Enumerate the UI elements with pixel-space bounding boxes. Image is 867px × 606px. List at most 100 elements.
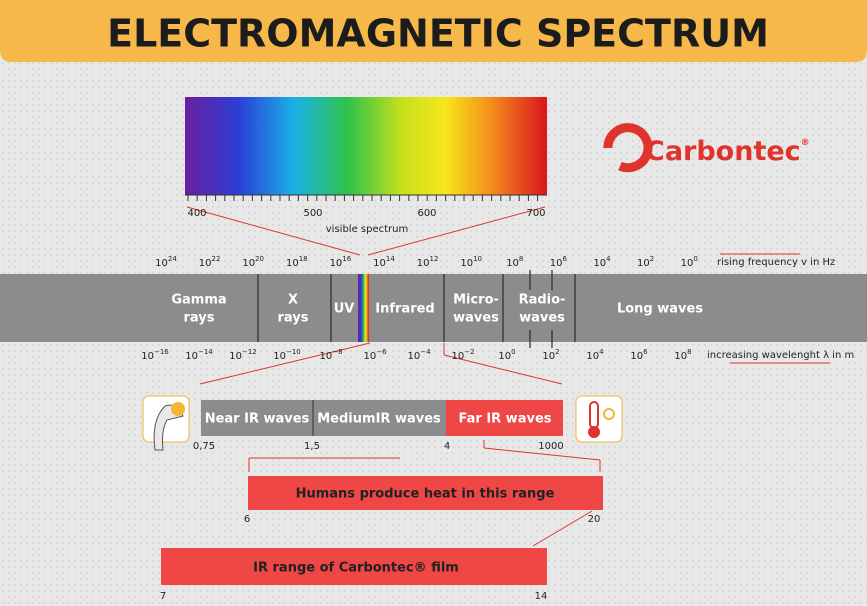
wavelength-label: 10−12 <box>229 348 257 362</box>
medium-ir-bar <box>313 400 446 436</box>
near-ir-bar <box>201 400 313 436</box>
ir-tick: 1,5 <box>304 441 320 452</box>
frequency-label-base: 10 <box>330 258 343 269</box>
frequency-label-base: 10 <box>593 258 606 269</box>
wavelength-label-base: 10 <box>407 351 420 362</box>
wavelength-label-exp: 6 <box>643 348 648 356</box>
wavelength-label-exp: 0 <box>511 348 515 356</box>
frequency-label-exp: 10 <box>473 255 482 263</box>
frequency-label: 1024 <box>155 255 177 269</box>
wavelength-label: 10−10 <box>273 348 301 362</box>
frequency-label-exp: 24 <box>168 255 177 263</box>
band-label: UV <box>334 302 355 317</box>
frequency-label: 102 <box>637 255 654 269</box>
spectrum-caption: visible spectrum <box>326 224 408 235</box>
frequency-label: 104 <box>593 255 611 269</box>
wavelength-label: 10−16 <box>141 348 169 362</box>
thermometer-icon <box>575 395 623 443</box>
wavelength-label-base: 10 <box>185 351 198 362</box>
band-label: waves <box>519 311 565 326</box>
frequency-label-exp: 16 <box>342 255 351 263</box>
frequency-label: 1022 <box>199 255 221 269</box>
frequency-label-exp: 2 <box>650 255 654 263</box>
humans-bar <box>248 476 603 510</box>
frequency-label: 100 <box>681 255 698 269</box>
logo-text: Carbontec® <box>645 136 810 167</box>
wavelength-label-base: 10 <box>451 351 464 362</box>
frequency-caption: rising frequency v in Hz <box>717 257 835 268</box>
band-label: Long waves <box>617 302 703 317</box>
frequency-label: 1018 <box>286 255 308 269</box>
band-label: rays <box>278 311 309 326</box>
wavelength-label-base: 10 <box>674 351 687 362</box>
wavelength-label-exp: −2 <box>464 348 474 356</box>
frequency-label-base: 10 <box>637 258 650 269</box>
wavelength-label-exp: −16 <box>154 348 169 356</box>
frequency-label: 108 <box>506 255 523 269</box>
header-bar <box>0 0 867 62</box>
wavelength-label: 10−4 <box>407 348 431 362</box>
visible-spectrum <box>185 97 547 195</box>
frequency-label-exp: 12 <box>430 255 439 263</box>
frequency-label-exp: 18 <box>299 255 308 263</box>
frequency-label: 1012 <box>417 255 439 269</box>
wavelength-label: 10−14 <box>185 348 213 362</box>
band-label: waves <box>453 311 499 326</box>
wavelength-label-base: 10 <box>229 351 242 362</box>
spectrum-label: 400 <box>187 208 206 219</box>
frequency-label: 1014 <box>373 255 395 269</box>
frequency-label-base: 10 <box>242 258 255 269</box>
logo-icon <box>603 123 653 173</box>
frequency-label: 106 <box>550 255 568 269</box>
wavelength-label-exp: 8 <box>687 348 691 356</box>
film-tick: 14 <box>535 591 548 602</box>
frequency-label-base: 10 <box>681 258 694 269</box>
spectrum-label: 500 <box>303 208 322 219</box>
wavelength-label-exp: −10 <box>286 348 301 356</box>
ir-band-label: MediumIR waves <box>317 412 441 427</box>
ir-tick: 1000 <box>538 441 563 452</box>
frequency-label-exp: 8 <box>519 255 523 263</box>
wavelength-label: 10−6 <box>363 348 387 362</box>
wavelength-label-exp: 4 <box>599 348 604 356</box>
wavelength-label-base: 10 <box>363 351 376 362</box>
wavelength-label: 108 <box>674 348 691 362</box>
frequency-label-exp: 22 <box>212 255 221 263</box>
wavelength-label-base: 10 <box>542 351 555 362</box>
wavelength-label-exp: 2 <box>555 348 559 356</box>
wavelength-label: 10−8 <box>319 348 342 362</box>
frequency-label-exp: 6 <box>563 255 568 263</box>
wavelength-label-exp: −14 <box>198 348 213 356</box>
frequency-label: 1016 <box>330 255 352 269</box>
ir-band-label: Near IR waves <box>205 412 310 427</box>
frequency-label-base: 10 <box>506 258 519 269</box>
band-label: rays <box>184 311 215 326</box>
human-icon <box>142 395 190 451</box>
visible-strip <box>358 274 369 342</box>
humans-label: Humans produce heat in this range <box>296 487 555 502</box>
frequency-label-base: 10 <box>199 258 212 269</box>
band-label: Infrared <box>375 302 434 317</box>
wavelength-label-exp: −8 <box>332 348 342 356</box>
film-tick: 7 <box>160 591 166 602</box>
band-label: X <box>288 293 298 308</box>
wavelength-label-base: 10 <box>586 351 599 362</box>
frequency-label-base: 10 <box>550 258 563 269</box>
wavelength-label-exp: −4 <box>420 348 431 356</box>
band-label: Radio- <box>519 293 566 308</box>
far-ir-bar <box>446 400 563 436</box>
wavelength-label: 10−2 <box>451 348 474 362</box>
frequency-label: 1010 <box>460 255 482 269</box>
spectrum-band <box>0 274 867 342</box>
film-label: IR range of Carbontec® film <box>253 561 459 576</box>
frequency-label-base: 10 <box>155 258 168 269</box>
humans-tick: 6 <box>244 514 250 525</box>
frequency-label-base: 10 <box>373 258 386 269</box>
wavelength-label-base: 10 <box>630 351 643 362</box>
logo-mark: ® <box>801 138 810 148</box>
ir-tick: 0,75 <box>193 441 215 452</box>
film-bar <box>161 548 547 585</box>
wavelength-label-base: 10 <box>141 351 154 362</box>
wavelength-label-base: 10 <box>273 351 286 362</box>
